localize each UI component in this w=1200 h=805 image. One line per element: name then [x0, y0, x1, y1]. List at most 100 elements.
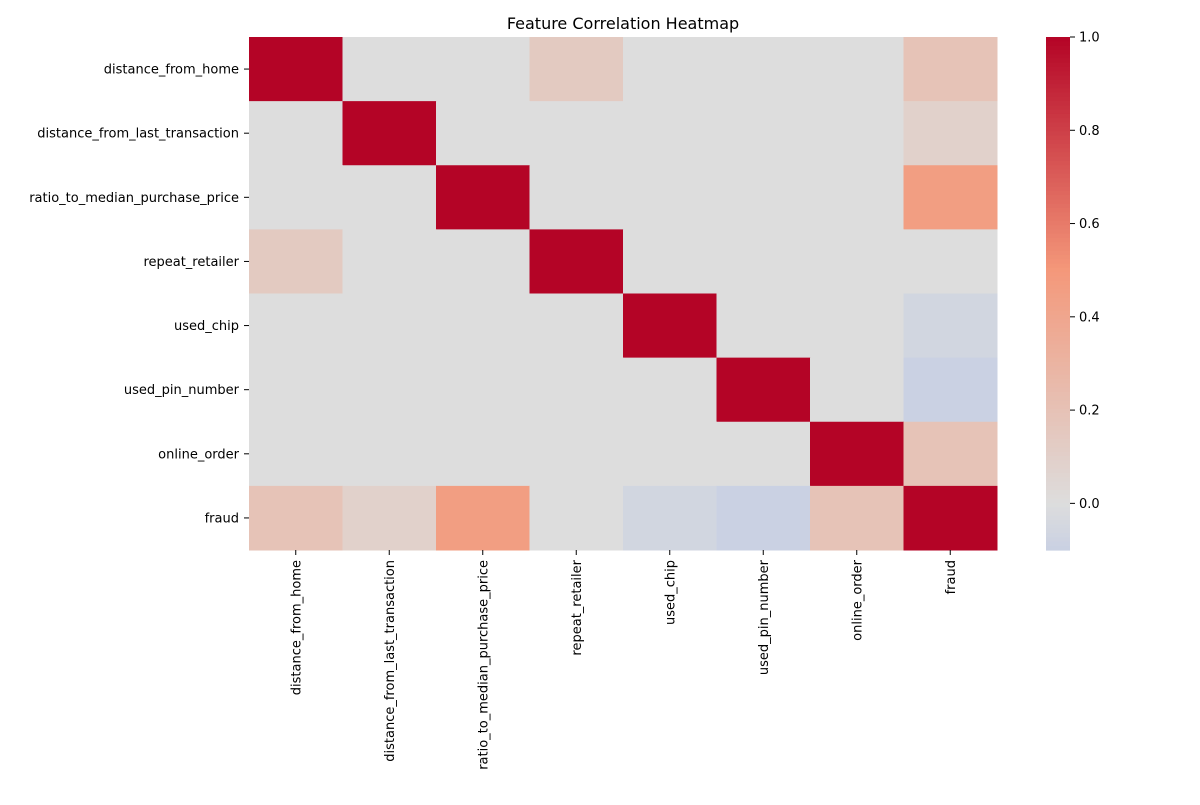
colorbar-segment: [1046, 203, 1070, 209]
x-tick-label: distance_from_last_transaction: [383, 560, 398, 762]
colorbar-segment: [1046, 319, 1070, 325]
heatmap-cell: [342, 293, 437, 359]
colorbar-segment: [1046, 310, 1070, 316]
heatmap-cell: [436, 421, 530, 487]
colorbar-segment: [1046, 54, 1070, 59]
colorbar-segment: [1046, 105, 1070, 111]
colorbar-segment: [1046, 460, 1070, 466]
colorbar-segment: [1046, 225, 1070, 230]
x-tick-label: fraud: [944, 560, 959, 594]
heatmap-cell: [903, 165, 998, 230]
heatmap-cell: [810, 165, 904, 230]
colorbar-segment: [1046, 391, 1070, 397]
colorbar-tick-label: 0.8: [1079, 124, 1100, 139]
heatmap-cell: [716, 357, 811, 423]
heatmap-cell: [623, 229, 717, 295]
colorbar-segment: [1046, 233, 1070, 239]
colorbar-segment: [1046, 37, 1070, 42]
colorbar-segment: [1046, 353, 1070, 359]
colorbar-segment: [1046, 302, 1070, 307]
heatmap-cell: [436, 165, 530, 230]
heatmap-cell: [249, 37, 343, 102]
colorbar-segment: [1046, 45, 1070, 51]
colorbar-tick-label: 0.4: [1079, 310, 1100, 325]
heatmap-cell: [436, 485, 530, 551]
heatmap-cell: [529, 37, 624, 102]
colorbar-segment: [1046, 160, 1070, 166]
colorbar-segment: [1046, 143, 1070, 149]
colorbar-segment: [1046, 520, 1070, 525]
y-tick-labels: distance_from_home distance_from_last_tra…: [29, 63, 249, 526]
colorbar-segment: [1046, 101, 1070, 107]
colorbar-segment: [1046, 541, 1070, 547]
heatmap-cell: [810, 421, 904, 487]
heatmap-cell: [810, 485, 904, 551]
heatmap-cell: [342, 101, 437, 166]
colorbar-segment: [1046, 426, 1070, 431]
colorbar-segment: [1046, 186, 1070, 192]
y-tick-label: fraud: [205, 511, 239, 526]
x-tick-label: used_chip: [663, 560, 678, 625]
colorbar-segment: [1046, 122, 1070, 128]
colorbar-segment: [1046, 71, 1070, 77]
heatmap-cell: [529, 165, 624, 230]
x-tick-labels: distance_from_home distance_from_last_tra…: [289, 550, 959, 770]
heatmap-cell: [342, 485, 437, 551]
colorbar-segment: [1046, 246, 1070, 252]
colorbar-segment: [1046, 152, 1070, 158]
heatmap-cell: [623, 37, 717, 102]
colorbar-tick-label: 1.0: [1079, 31, 1100, 46]
colorbar-segment: [1046, 477, 1070, 483]
colorbar-segment: [1046, 468, 1070, 474]
colorbar-segment: [1046, 396, 1070, 401]
heatmap-cell: [249, 165, 343, 230]
colorbar-segment: [1046, 421, 1070, 427]
heatmap-cell: [529, 101, 624, 166]
y-tick-label: distance_from_home: [104, 63, 239, 78]
heatmap-cell: [716, 485, 811, 551]
heatmap-cell: [249, 101, 343, 166]
y-tick-label: ratio_to_median_purchase_price: [29, 191, 239, 206]
colorbar-segment: [1046, 169, 1070, 175]
colorbar-segment: [1046, 284, 1070, 290]
colorbar-segment: [1046, 289, 1070, 295]
heatmap-cell: [903, 101, 998, 166]
colorbar-segment: [1046, 229, 1070, 235]
colorbar-segment: [1046, 490, 1070, 496]
colorbar-segment: [1046, 293, 1070, 299]
colorbar-segment: [1046, 473, 1070, 478]
colorbar-segment: [1046, 212, 1070, 218]
heatmap-cell: [810, 101, 904, 166]
chart-title: Feature Correlation Heatmap: [507, 14, 739, 33]
colorbar-segment: [1046, 370, 1070, 376]
heatmap-cell: [623, 101, 717, 166]
colorbar-segment: [1046, 361, 1070, 367]
colorbar-segment: [1046, 280, 1070, 286]
colorbar-tick-label: 0.0: [1079, 497, 1100, 512]
colorbar-segment: [1046, 178, 1070, 183]
colorbar-segment: [1046, 545, 1070, 551]
colorbar-segment: [1046, 306, 1070, 312]
colorbar-segment: [1046, 41, 1070, 47]
colorbar-segment: [1046, 417, 1070, 423]
colorbar-segment: [1046, 502, 1070, 508]
colorbar-segment: [1046, 408, 1070, 414]
colorbar-segment: [1046, 139, 1070, 145]
y-tick-label: repeat_retailer: [143, 255, 239, 270]
colorbar-segment: [1046, 242, 1070, 248]
heatmap-cell: [716, 229, 811, 295]
colorbar-segment: [1046, 400, 1070, 406]
colorbar-segment: [1046, 331, 1070, 337]
colorbar-segment: [1046, 237, 1070, 243]
colorbar-segment: [1046, 485, 1070, 491]
colorbar-segment: [1046, 357, 1070, 363]
colorbar-segment: [1046, 438, 1070, 444]
colorbar-segment: [1046, 267, 1070, 273]
colorbar-segment: [1046, 443, 1070, 449]
colorbar-segment: [1046, 148, 1070, 154]
heatmap-cell: [342, 357, 437, 423]
colorbar-segment: [1046, 524, 1070, 530]
heatmap-cell: [903, 421, 998, 487]
y-tick-label: used_pin_number: [124, 383, 240, 398]
colorbar-segment: [1046, 507, 1070, 513]
